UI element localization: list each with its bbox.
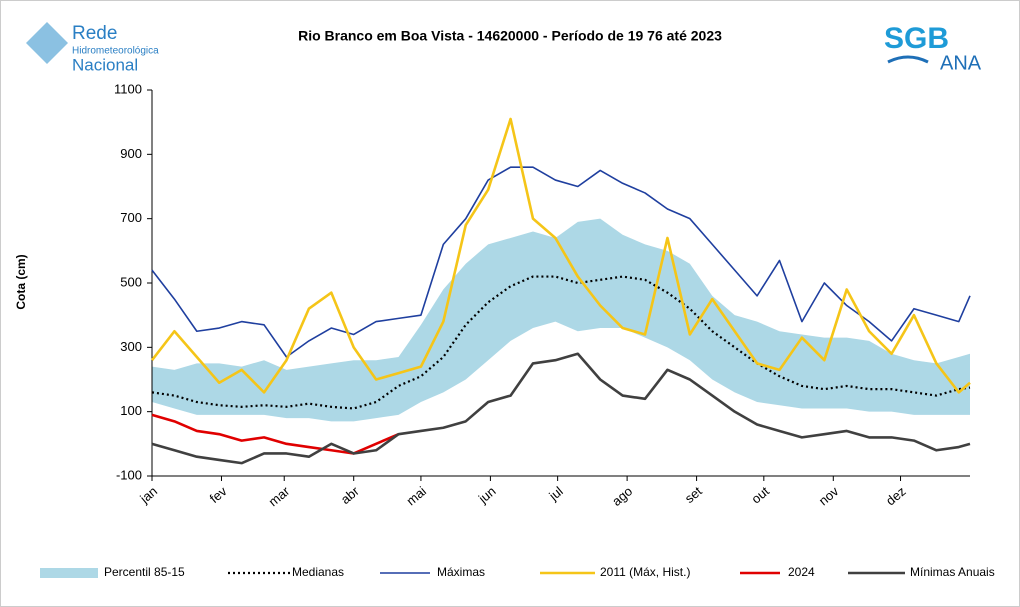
series-line [151, 352, 971, 465]
logo-text: ANA [940, 52, 982, 74]
logo-sgb: SGB ANA [884, 22, 982, 74]
legend-label: Medianas [292, 565, 344, 579]
y-tick-label: -100 [116, 467, 142, 482]
legend-swatch [40, 568, 98, 578]
series-line [151, 275, 971, 410]
y-axis-label: Cota (cm) [14, 254, 28, 309]
legend-label: 2011 (Máx, Hist.) [600, 565, 690, 579]
legend-label: Mínimas Anuais [910, 565, 995, 579]
series-line [150, 117, 971, 394]
y-tick-label: 500 [120, 274, 142, 289]
logo-text: SGB [884, 22, 949, 55]
y-tick-label: 300 [120, 339, 142, 354]
y-tick-label: 1100 [114, 81, 142, 96]
y-tick-label: 900 [120, 146, 142, 161]
y-tick-label: 700 [120, 210, 142, 225]
logo-shape [26, 22, 68, 64]
y-tick-label: 100 [120, 403, 142, 418]
logo-text: Rede [72, 23, 117, 44]
logo-rede: Rede Hidrometeorológica Nacional [26, 22, 159, 74]
logo-text: Hidrometeorológica [72, 46, 159, 57]
percentile-band [152, 218, 970, 422]
logo-text: Nacional [72, 55, 138, 74]
logo-wave [887, 55, 929, 64]
legend-label: 2024 [788, 565, 815, 579]
legend-label: Percentil 85-15 [104, 565, 185, 579]
legend-label: Máximas [437, 565, 485, 579]
chart-title: Rio Branco em Boa Vista - 14620000 - Per… [298, 28, 722, 44]
